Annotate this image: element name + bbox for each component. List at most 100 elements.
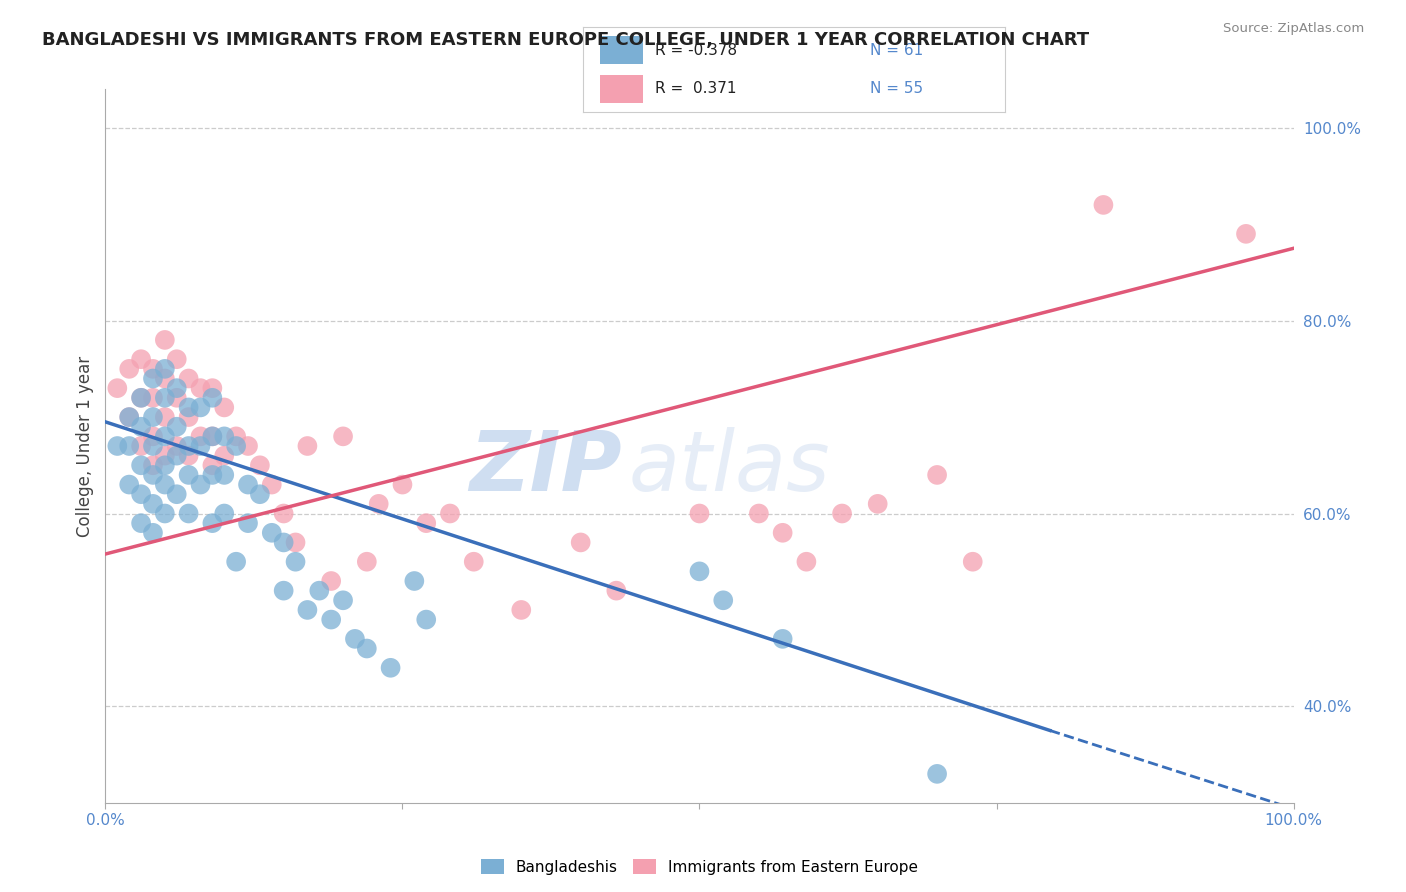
Point (129, 419, 152, 434)
Y-axis label: College, Under 1 year: College, Under 1 year (76, 355, 94, 537)
Point (166, 419, 188, 434)
Point (332, 429, 354, 443)
Point (153, 371, 176, 385)
Point (273, 535, 295, 549)
Point (166, 381, 188, 395)
Point (129, 516, 152, 530)
Point (190, 477, 212, 491)
Point (118, 410, 141, 425)
Point (343, 632, 366, 646)
Point (153, 333, 176, 347)
Point (415, 613, 437, 627)
Point (166, 352, 188, 367)
Point (796, 555, 818, 569)
Text: R =  0.371: R = 0.371 (655, 80, 737, 95)
Point (569, 535, 592, 549)
Point (190, 381, 212, 395)
Point (273, 507, 295, 521)
Point (177, 401, 200, 415)
Text: N = 61: N = 61 (870, 43, 924, 58)
Point (166, 449, 188, 463)
Point (153, 458, 176, 473)
Point (142, 410, 165, 425)
Point (866, 497, 889, 511)
Point (142, 429, 165, 443)
Point (236, 439, 259, 453)
Point (201, 429, 224, 443)
Point (962, 555, 984, 569)
Text: Source: ZipAtlas.com: Source: ZipAtlas.com (1223, 22, 1364, 36)
Point (273, 583, 295, 598)
Point (201, 467, 224, 482)
FancyBboxPatch shape (600, 75, 643, 103)
Point (153, 449, 176, 463)
Point (380, 661, 402, 675)
Point (260, 477, 283, 491)
Legend: Bangladeshis, Immigrants from Eastern Europe: Bangladeshis, Immigrants from Eastern Eu… (475, 853, 924, 880)
Point (201, 381, 224, 395)
Point (142, 439, 165, 453)
Point (153, 362, 176, 376)
Point (142, 525, 165, 540)
Point (142, 467, 165, 482)
Point (236, 477, 259, 491)
Point (689, 507, 711, 521)
Point (166, 487, 188, 501)
Point (249, 487, 271, 501)
Point (118, 439, 141, 453)
Point (321, 574, 343, 588)
Point (142, 371, 165, 385)
Point (118, 362, 141, 376)
Text: BANGLADESHI VS IMMIGRANTS FROM EASTERN EUROPE COLLEGE, UNDER 1 YEAR CORRELATION : BANGLADESHI VS IMMIGRANTS FROM EASTERN E… (42, 31, 1090, 49)
Text: R = -0.378: R = -0.378 (655, 43, 737, 58)
Text: atlas: atlas (628, 427, 830, 508)
Point (118, 477, 141, 491)
Point (142, 497, 165, 511)
Point (711, 593, 734, 607)
Point (142, 391, 165, 405)
Point (129, 458, 152, 473)
Point (166, 391, 188, 405)
Point (190, 439, 212, 453)
Point (284, 555, 307, 569)
Point (463, 555, 485, 569)
Point (404, 574, 426, 588)
Point (689, 565, 711, 579)
Point (201, 391, 224, 405)
Point (925, 467, 948, 482)
Point (166, 439, 188, 453)
Point (177, 410, 200, 425)
Point (772, 632, 794, 646)
Point (118, 410, 141, 425)
Point (190, 429, 212, 443)
Point (214, 507, 236, 521)
Point (367, 497, 389, 511)
Point (201, 516, 224, 530)
Point (142, 362, 165, 376)
Point (153, 429, 176, 443)
Point (1234, 227, 1257, 241)
Point (177, 467, 200, 482)
Point (142, 458, 165, 473)
Point (439, 507, 461, 521)
Point (605, 583, 627, 598)
Point (925, 767, 948, 781)
Point (201, 429, 224, 443)
Point (225, 429, 247, 443)
Point (153, 507, 176, 521)
Point (510, 603, 533, 617)
Point (236, 516, 259, 530)
Point (831, 507, 853, 521)
Point (391, 477, 413, 491)
Point (153, 410, 176, 425)
Point (177, 449, 200, 463)
Point (415, 516, 437, 530)
Point (225, 555, 247, 569)
Point (260, 525, 283, 540)
Point (129, 391, 152, 405)
Point (153, 391, 176, 405)
Point (129, 439, 152, 453)
Point (1092, 198, 1115, 212)
Point (105, 381, 128, 395)
Point (177, 439, 200, 453)
